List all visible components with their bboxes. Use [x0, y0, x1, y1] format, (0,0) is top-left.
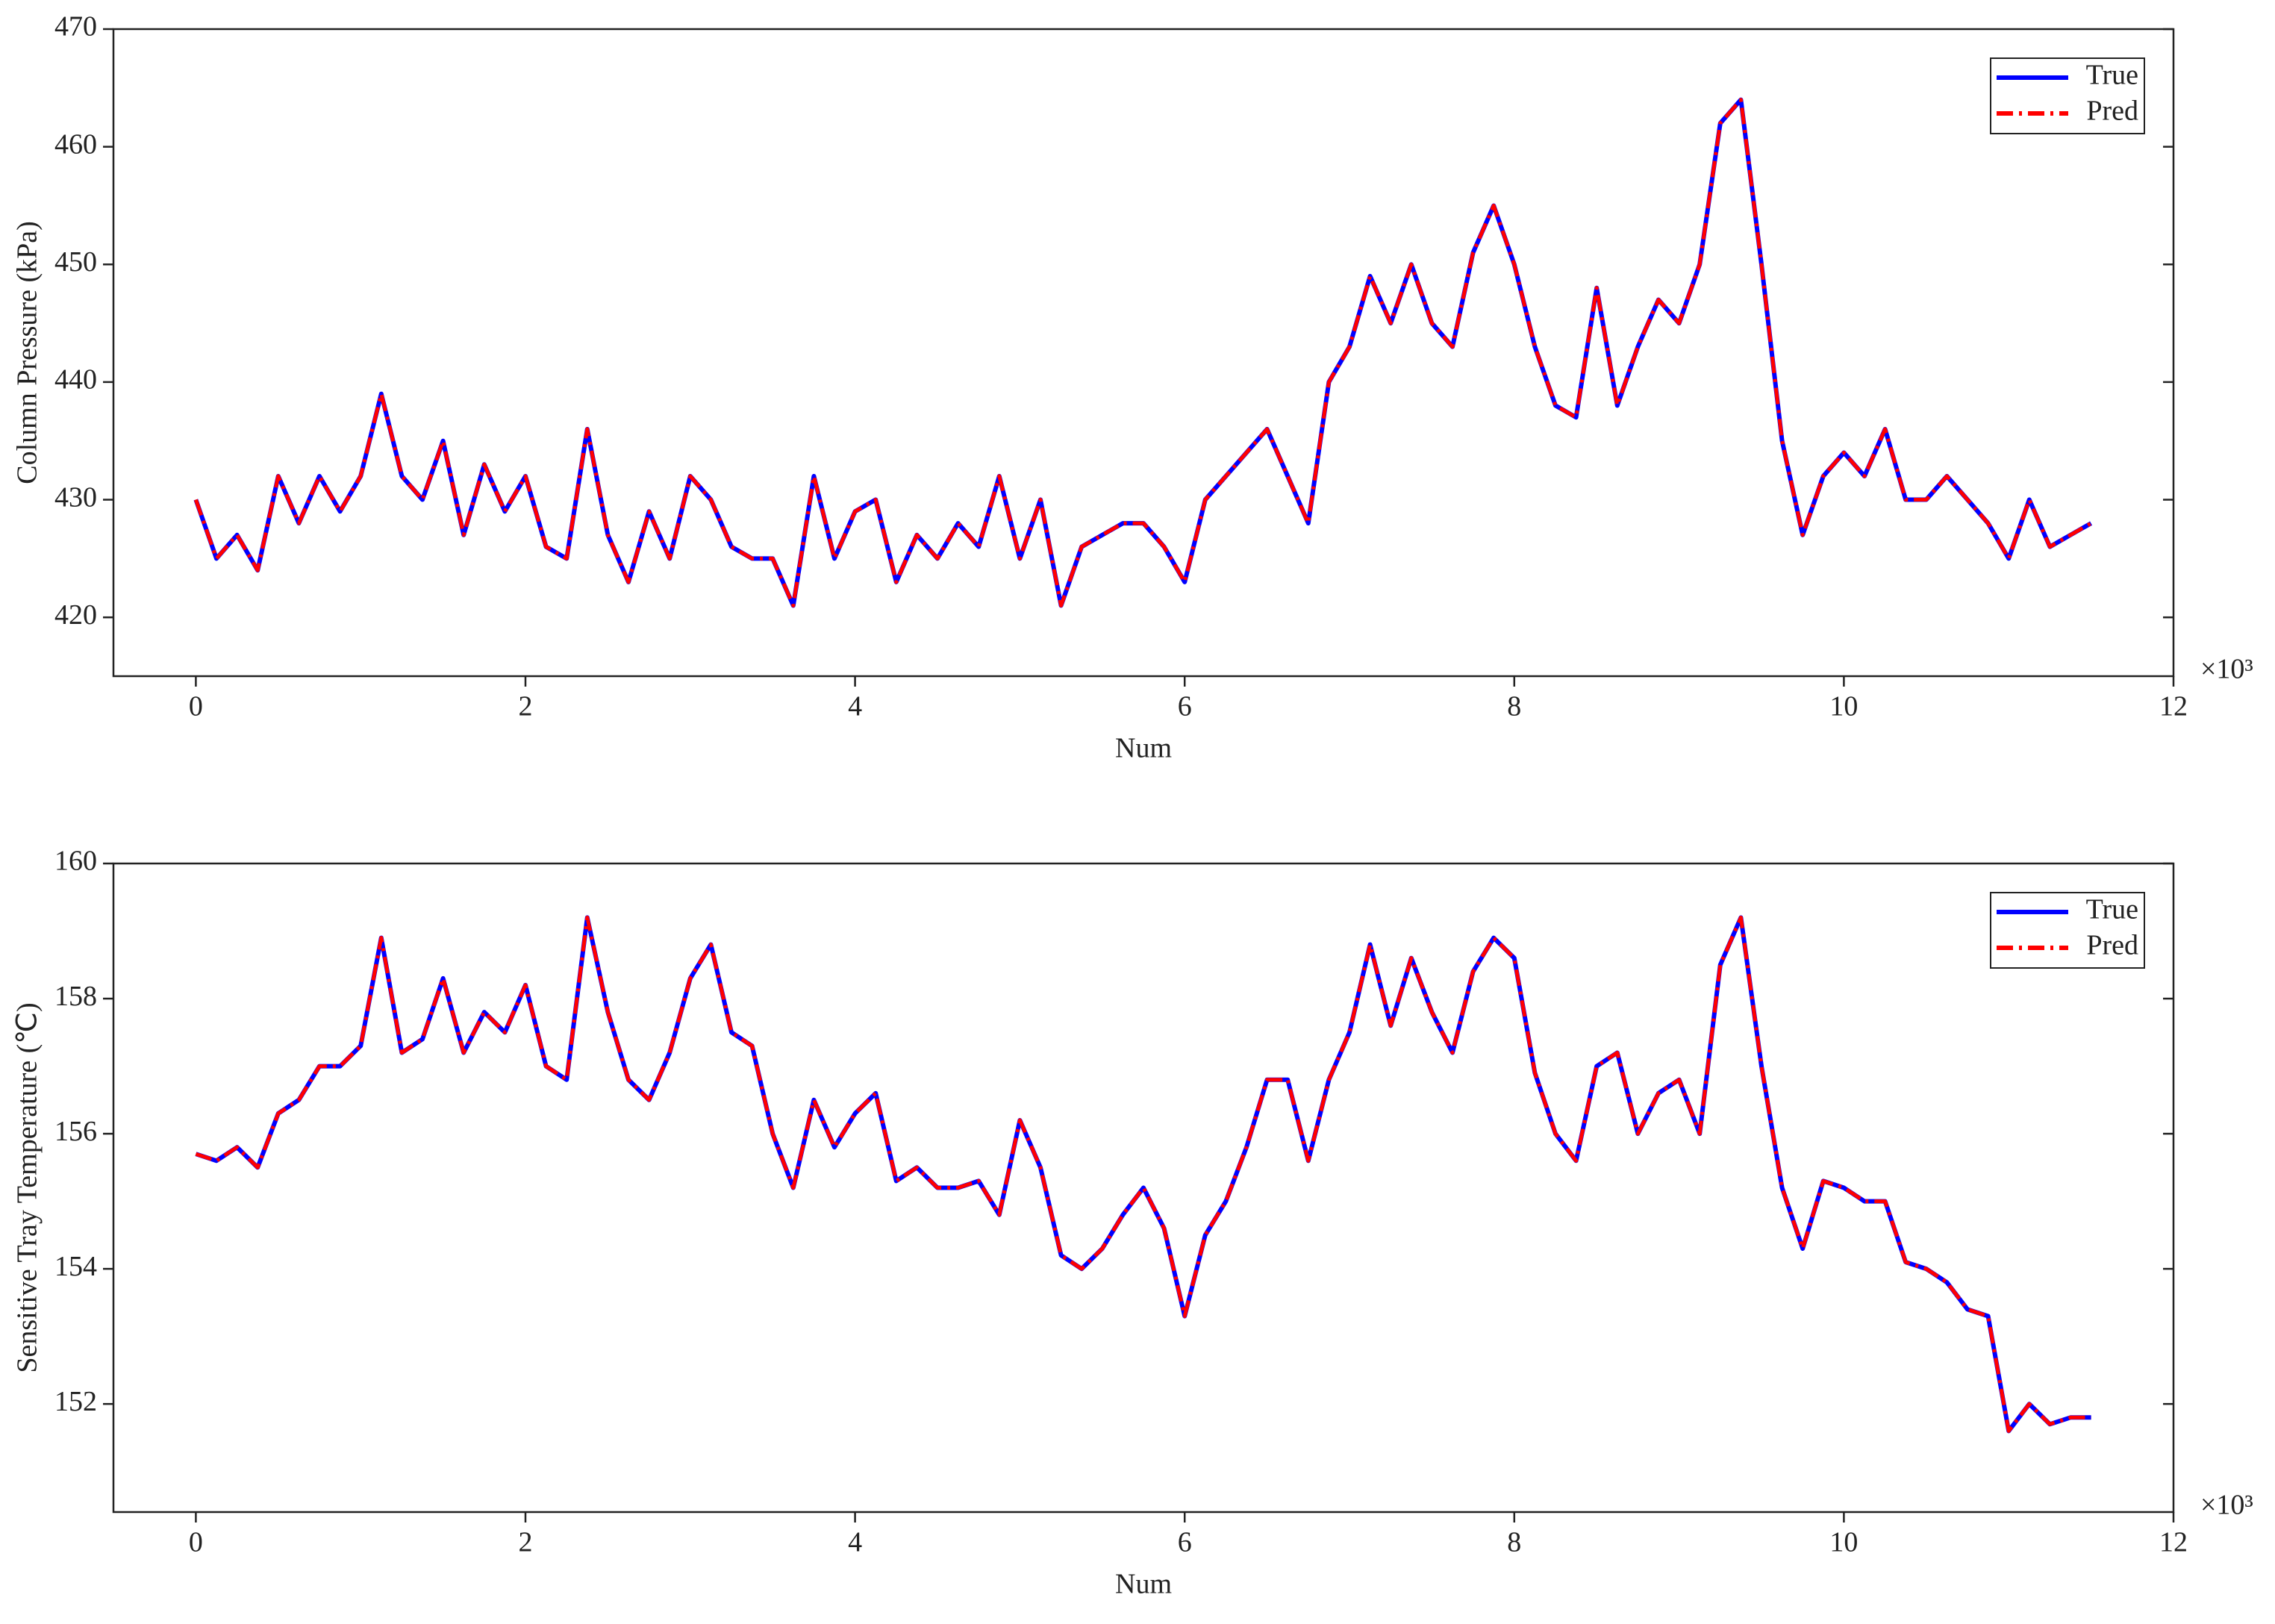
x-axis-label: Num: [1115, 733, 1172, 764]
series-line: [194, 98, 2092, 608]
y-tick-label: 470: [54, 11, 97, 43]
y-tick-label: 430: [54, 481, 97, 513]
x-multiplier: ×10³: [2200, 654, 2253, 685]
subplot: 152 154 156 158 160 0 2 4 6 8 10 12 ×10³ Num Sensitive…: [12, 846, 2253, 1600]
x-tick-label: 12: [2159, 691, 2188, 722]
x-tick-label: 6: [1178, 691, 1192, 722]
legend-label: Pred: [2086, 930, 2138, 961]
x-axis-label: Num: [1115, 1569, 1172, 1600]
x-multiplier: ×10³: [2200, 1490, 2253, 1521]
x-tick-label: 10: [1829, 1527, 1858, 1558]
y-tick-label: 152: [54, 1386, 97, 1417]
y-tick-label: 154: [54, 1251, 97, 1282]
x-tick-label: 8: [1507, 691, 1521, 722]
y-tick-label: 156: [54, 1116, 97, 1147]
x-tick-label: 0: [189, 691, 203, 722]
x-tick-label: 2: [519, 1527, 533, 1558]
subplot: 420 430 440 450 460 470 0 2 4 6 8 10 12 ×10³ Num Column…: [12, 11, 2253, 764]
y-tick-label: 160: [54, 846, 97, 877]
x-tick-label: 4: [848, 1527, 862, 1558]
y-axis-label: Column Pressure (kPa): [12, 221, 43, 484]
y-tick-label: 450: [54, 246, 97, 278]
x-tick-label: 4: [848, 691, 862, 722]
x-tick-label: 0: [189, 1527, 203, 1558]
x-tick-label: 10: [1829, 691, 1858, 722]
series-line: [195, 915, 2091, 1433]
y-tick-label: 420: [54, 599, 97, 631]
series-line: [195, 915, 2091, 1434]
legend-label: True: [2086, 60, 2138, 91]
y-axis-label: Sensitive Tray Temperature (℃): [12, 1002, 43, 1372]
x-tick-label: 8: [1507, 1527, 1521, 1558]
legend-box: [1990, 57, 2145, 134]
axes-frame: [112, 862, 2175, 1514]
legend-box: [1990, 892, 2145, 969]
legend-label: Pred: [2086, 96, 2138, 127]
x-tick-label: 2: [519, 691, 533, 722]
x-tick-label: 6: [1178, 1527, 1192, 1558]
series-line: [193, 97, 2093, 608]
y-tick-label: 158: [54, 981, 97, 1012]
legend-label: True: [2086, 894, 2138, 925]
axes-frame: [112, 28, 2175, 678]
y-tick-label: 460: [54, 128, 97, 160]
y-tick-label: 440: [54, 364, 97, 396]
x-tick-label: 12: [2159, 1527, 2188, 1558]
